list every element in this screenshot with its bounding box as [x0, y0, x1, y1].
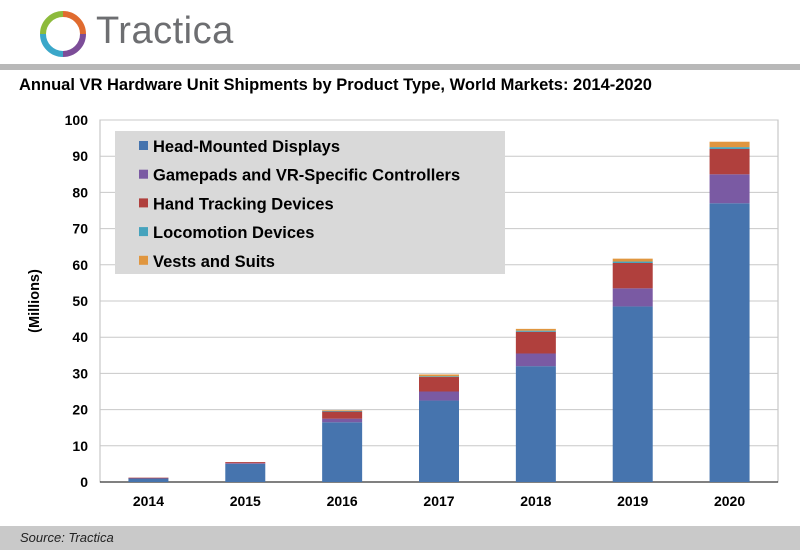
y-tick-label: 60	[72, 257, 88, 273]
bar-segment	[709, 203, 750, 482]
legend-box	[115, 131, 505, 274]
y-tick-label: 0	[80, 474, 88, 490]
y-tick-label: 100	[65, 112, 89, 128]
legend-swatch	[139, 169, 148, 179]
bar-segment	[419, 391, 459, 401]
header-divider	[0, 64, 800, 70]
bar-segment	[709, 148, 750, 175]
x-tick-label: 2014	[133, 493, 164, 509]
bar-segment	[515, 331, 556, 354]
y-tick-label: 90	[72, 148, 88, 164]
bar-segment	[612, 288, 653, 307]
y-tick-label: 10	[72, 438, 88, 454]
bar-segment	[322, 418, 363, 423]
bar-segment	[322, 411, 363, 419]
bar-segment	[225, 463, 266, 482]
x-tick-label: 2018	[520, 493, 551, 509]
y-tick-label: 30	[72, 365, 88, 381]
legend-label: Locomotion Devices	[153, 224, 314, 242]
bar-segment	[419, 377, 459, 392]
bar-segment	[419, 400, 459, 482]
stacked-bar-chart: 0 10 20 30 40 50 60 70 80 90 100 (Millions) 2014 2015…	[27, 112, 779, 509]
header: Tractica	[0, 0, 800, 64]
x-tick-label: 2019	[617, 493, 648, 509]
legend-label: Hand Tracking Devices	[153, 195, 334, 213]
legend-swatch	[139, 255, 148, 265]
chart-title: Annual VR Hardware Unit Shipments by Pro…	[19, 76, 652, 94]
bar-segment	[612, 306, 653, 482]
bar-segment	[322, 422, 363, 482]
x-tick-label: 2017	[423, 493, 454, 509]
bar-segment	[128, 478, 169, 479]
bar-segment	[612, 262, 653, 289]
source-note: Source: Tractica	[20, 530, 114, 545]
bar-segment	[709, 141, 750, 148]
bar-segment	[225, 462, 266, 464]
legend-label: Vests and Suits	[153, 253, 275, 271]
bar-segment	[612, 261, 653, 263]
footer: Source: Tractica	[0, 526, 800, 550]
bar-segment	[709, 147, 750, 149]
bar-segment	[128, 477, 169, 479]
bar-segment	[225, 463, 266, 464]
bar-segment	[322, 411, 363, 412]
x-tick-label: 2015	[230, 493, 261, 509]
bar-segment	[709, 174, 750, 204]
bar-segment	[515, 353, 556, 367]
legend-label: Gamepads and VR-Specific Controllers	[153, 167, 460, 185]
y-axis-label: (Millions)	[27, 269, 43, 333]
x-tick-label: 2020	[714, 493, 745, 509]
brand-name: Tractica	[96, 10, 234, 52]
legend-swatch	[139, 141, 148, 150]
bar-segment	[419, 374, 459, 377]
legend-swatch	[139, 227, 148, 237]
bar-segment	[515, 328, 556, 331]
tractica-logo-icon	[40, 11, 86, 57]
y-tick-label: 20	[72, 402, 88, 418]
x-tick-label: 2016	[327, 493, 358, 509]
bar-segment	[515, 366, 556, 482]
y-tick-label: 40	[72, 329, 88, 345]
bar-segment	[612, 258, 653, 262]
bar-segment	[419, 376, 459, 378]
y-tick-label: 80	[72, 184, 88, 200]
bar-segment	[128, 478, 169, 482]
y-tick-label: 50	[72, 293, 88, 309]
bar-segment	[515, 330, 556, 332]
bar-segment	[322, 410, 363, 412]
y-tick-label: 70	[72, 221, 88, 237]
legend-label: Head-Mounted Displays	[153, 138, 340, 156]
legend-swatch	[139, 198, 148, 208]
